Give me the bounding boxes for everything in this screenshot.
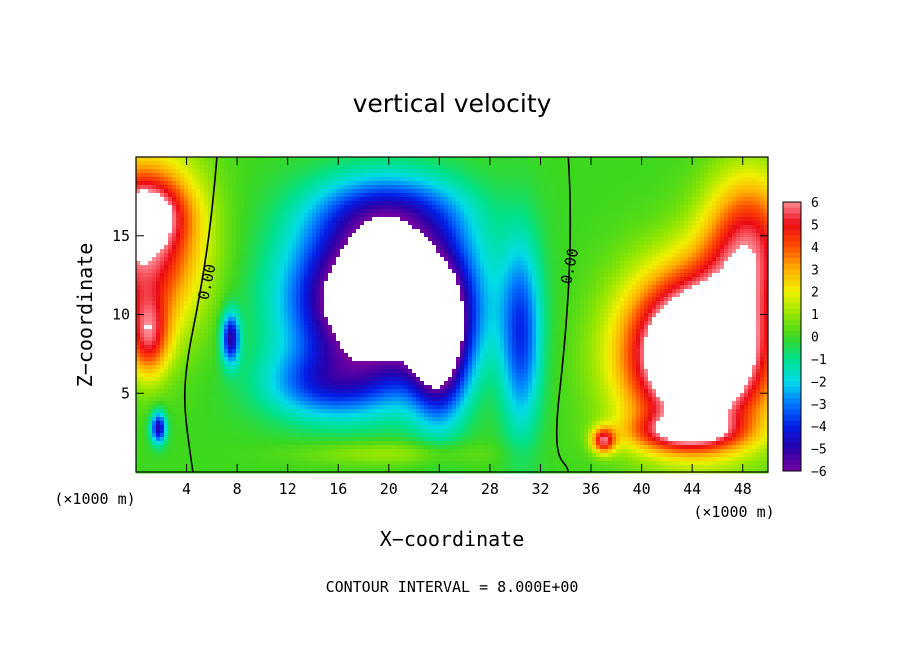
x-tick-label: 4	[182, 480, 191, 498]
colorbar-swatch	[783, 325, 801, 332]
colorbar-swatch	[783, 202, 801, 209]
x-tick-label: 36	[582, 480, 600, 498]
colorbar-swatch	[783, 454, 801, 461]
colorbar-swatch	[783, 358, 801, 366]
y-tick-label: 5	[121, 384, 130, 402]
colorbar-swatch	[783, 448, 801, 455]
colorbar-tick-label: −1	[811, 353, 827, 368]
colorbar-swatch	[783, 409, 801, 416]
colorbar-swatch	[783, 224, 801, 231]
y-axis-label: Z−coordinate	[73, 243, 97, 388]
colorbar-tick-label: −4	[811, 420, 827, 435]
colorbar-swatch	[783, 381, 801, 388]
colorbar-swatch	[783, 230, 801, 237]
x-tick-label: 12	[279, 480, 297, 498]
colorbar-swatch	[783, 308, 801, 315]
colorbar-tick-label: 0	[811, 331, 819, 346]
colorbar-swatch	[783, 246, 801, 253]
colorbar-swatch	[783, 459, 801, 466]
zero-contour-left	[183, 156, 218, 473]
y-ticks: 5 10 15	[112, 227, 768, 402]
colorbar: 6 5 4 3 2 1 0 −1 −2 −3 −4 −5 −6	[782, 196, 827, 480]
colorbar-swatch	[783, 263, 801, 270]
x-axis-label: X−coordinate	[380, 527, 525, 551]
y-tick-label: 15	[112, 227, 130, 245]
x-unit-label-right: (×1000 m)	[693, 503, 774, 521]
x-tick-label: 44	[683, 480, 701, 498]
colorbar-swatch	[783, 392, 801, 399]
colorbar-swatch	[783, 403, 801, 410]
colorbar-swatch	[783, 297, 801, 304]
colorbar-swatch	[783, 319, 801, 326]
x-tick-label: 16	[329, 480, 347, 498]
colorbar-swatch	[783, 286, 801, 293]
y-tick-label: 10	[112, 306, 130, 324]
colorbar-swatch	[783, 235, 801, 242]
colorbar-swatch	[783, 302, 801, 309]
colorbar-swatch	[783, 386, 801, 394]
colorbar-swatch	[783, 291, 801, 298]
colorbar-tick-label: 2	[811, 286, 819, 301]
colorbar-swatch	[783, 258, 801, 265]
x-tick-label: 24	[430, 480, 448, 498]
colorbar-swatch	[783, 274, 801, 281]
colorbar-swatch	[783, 314, 801, 321]
colorbar-swatch	[783, 431, 801, 438]
colorbar-swatch	[783, 465, 801, 472]
colorbar-swatch	[783, 364, 801, 371]
contour-interval-note: CONTOUR INTERVAL = 8.000E+00	[326, 578, 579, 596]
plot-area	[135, 156, 769, 474]
colorbar-swatch	[783, 414, 801, 422]
colorbar-tick-label: 6	[811, 196, 819, 211]
colorbar-tick-label: 3	[811, 263, 819, 278]
colorbar-tick-label: 1	[811, 308, 819, 323]
chart-title: vertical velocity	[353, 89, 552, 118]
colorbar-swatch	[783, 347, 801, 354]
x-tick-label: 28	[481, 480, 499, 498]
colorbar-tick-label: −2	[811, 375, 827, 390]
colorbar-swatch	[783, 342, 801, 349]
colorbar-swatch	[783, 336, 801, 343]
colorbar-tick-label: −6	[811, 465, 827, 480]
colorbar-swatch	[783, 420, 801, 427]
colorbar-swatch	[783, 269, 801, 276]
zero-contour-right	[555, 156, 572, 473]
colorbar-swatch	[783, 375, 801, 382]
colorbar-swatch	[783, 398, 801, 405]
colorbar-swatch	[783, 218, 801, 225]
colorbar-tick-label: −3	[811, 398, 827, 413]
colorbar-swatch	[783, 426, 801, 433]
colorbar-swatch	[783, 437, 801, 444]
colorbar-swatch	[783, 213, 801, 220]
colorbar-swatch	[783, 370, 801, 377]
colorbar-swatch	[783, 207, 801, 214]
colorbar-swatch	[783, 442, 801, 450]
x-tick-label: 8	[233, 480, 242, 498]
colorbar-swatch	[783, 280, 801, 287]
x-ticks: 4 8 12 16 20 24 28 32 36 40 44 48	[182, 157, 752, 498]
x-tick-label: 32	[531, 480, 549, 498]
colorbar-tick-label: −5	[811, 443, 827, 458]
x-unit-label-left: (×1000 m)	[54, 490, 135, 508]
colorbar-swatch	[783, 241, 801, 248]
x-tick-label: 20	[380, 480, 398, 498]
colorbar-swatch	[783, 252, 801, 259]
colorbar-swatch	[783, 330, 801, 337]
colorbar-tick-label: 4	[811, 241, 819, 256]
x-tick-label: 48	[734, 480, 752, 498]
colorbar-swatch	[783, 353, 801, 360]
colorbar-tick-label: 5	[811, 218, 819, 233]
x-tick-label: 40	[633, 480, 651, 498]
